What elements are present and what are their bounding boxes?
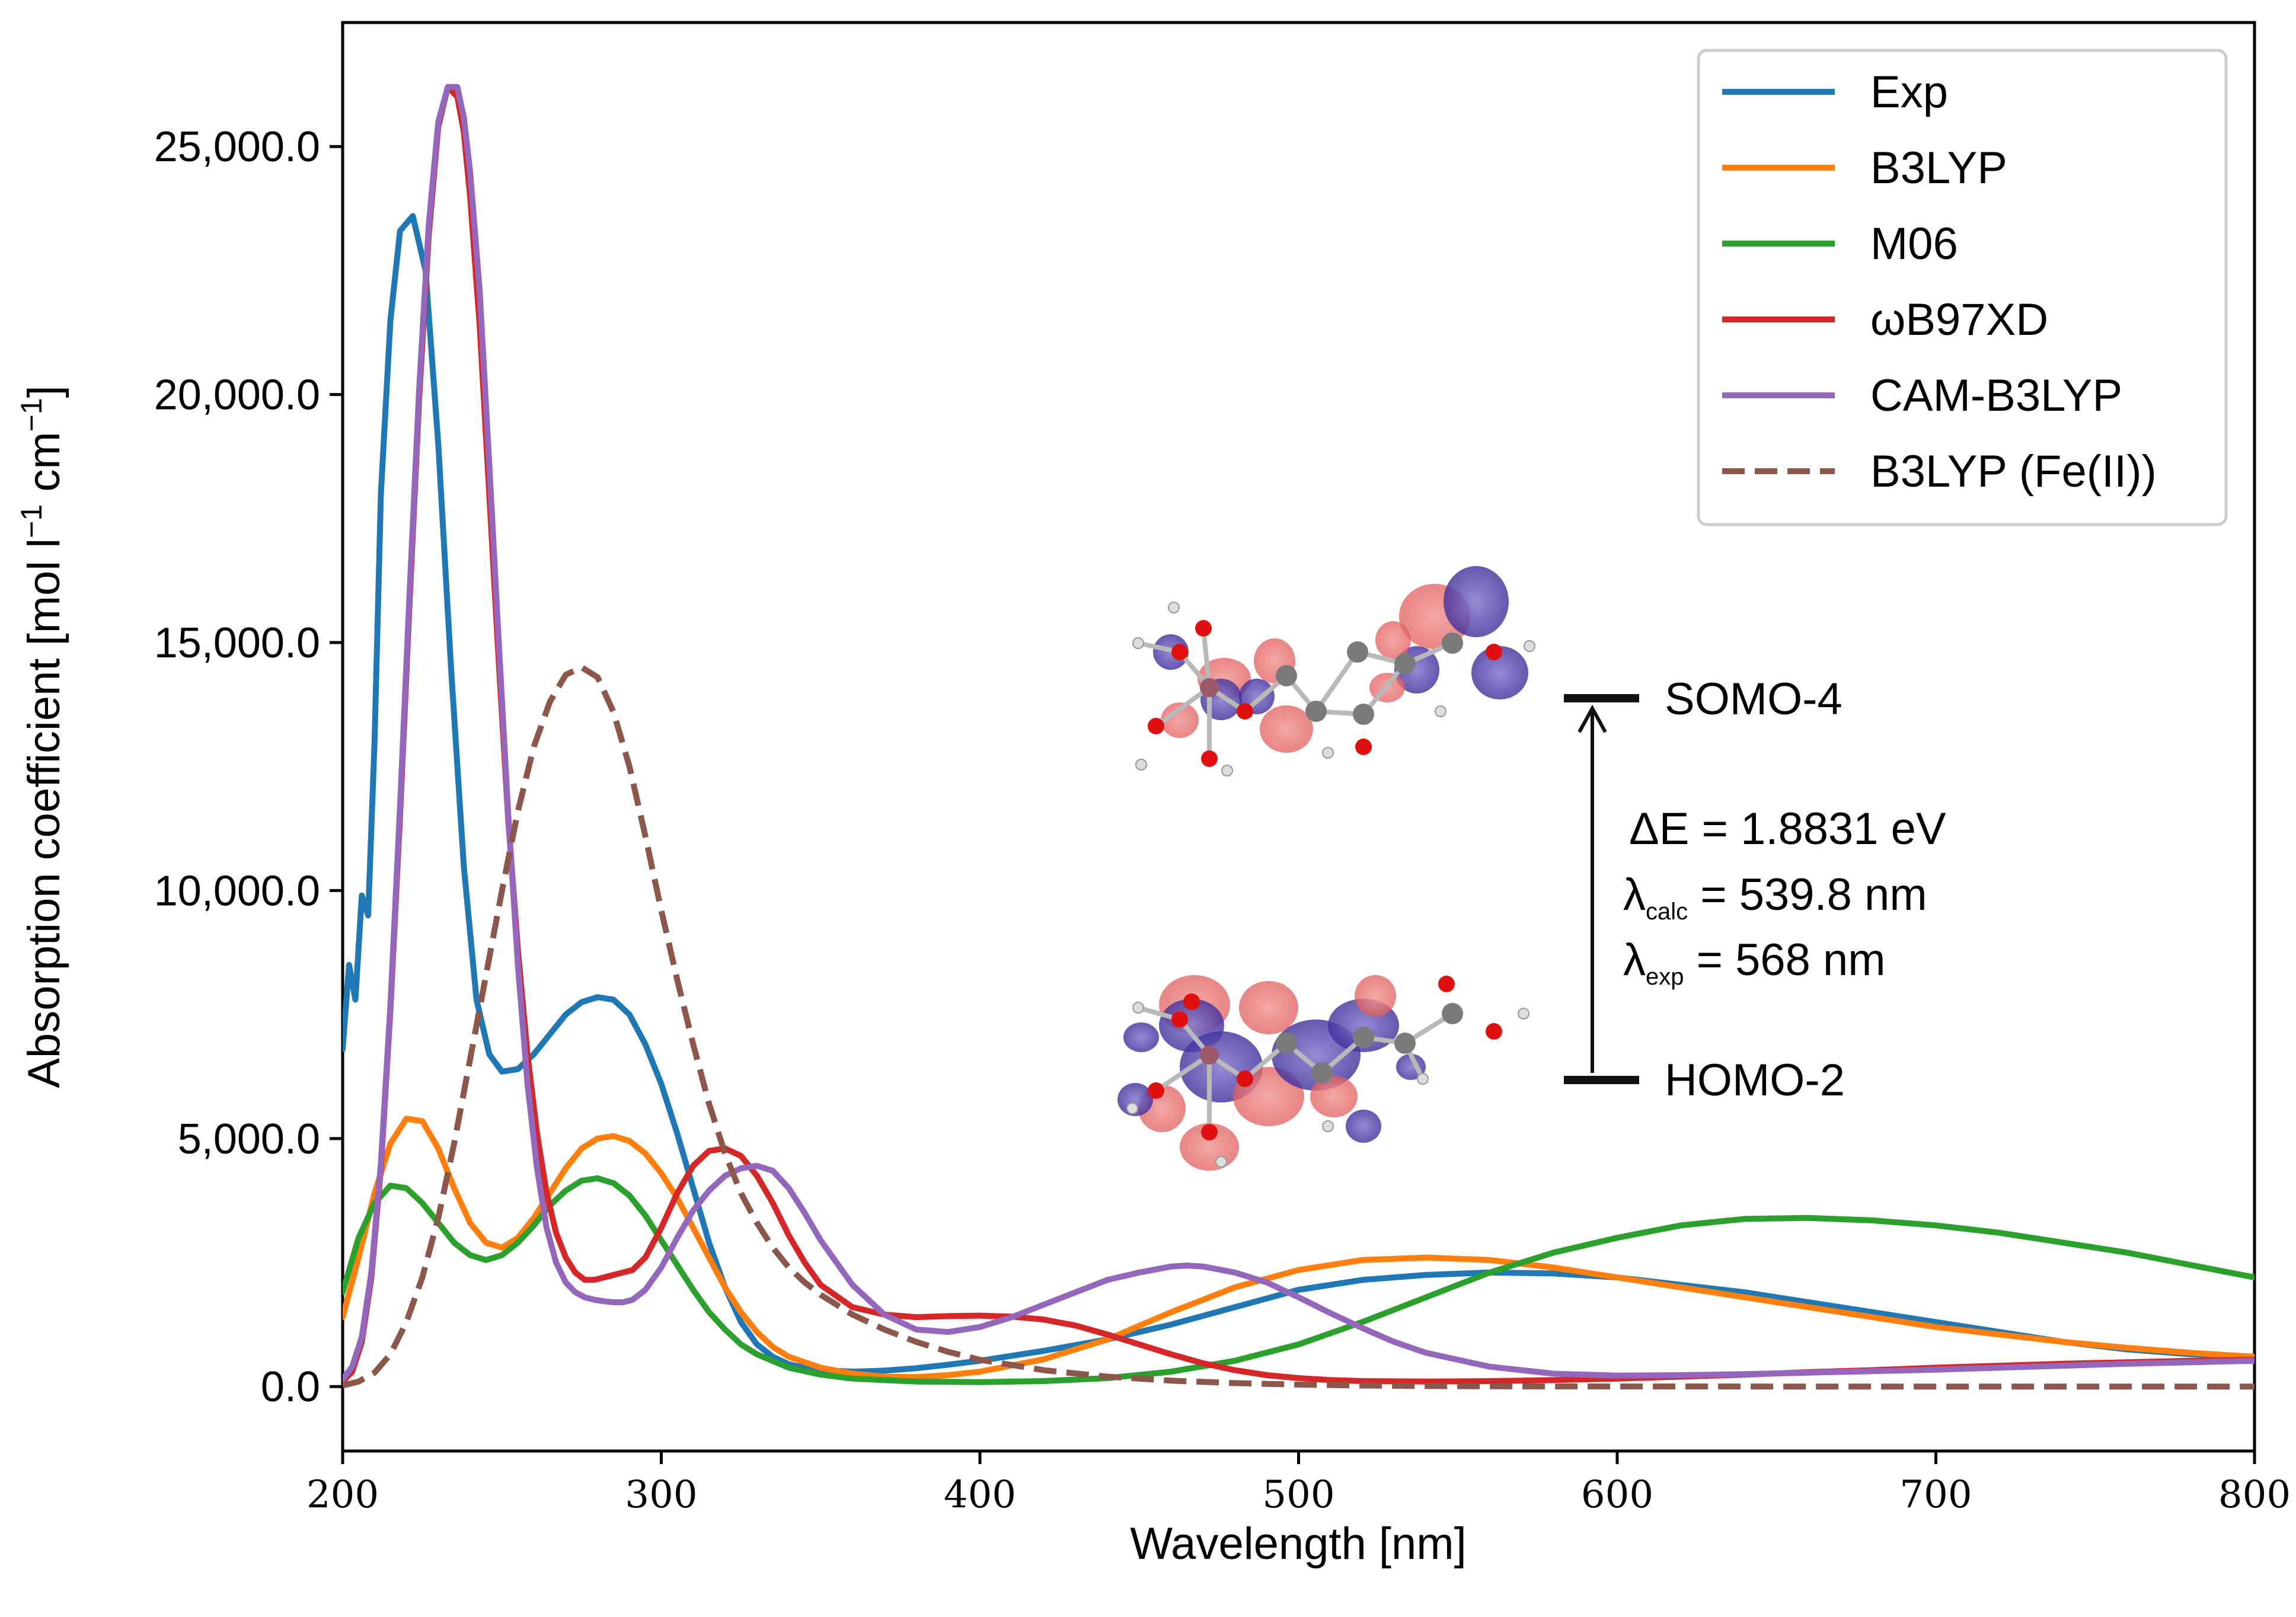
energy-level-diagram: SOMO-4 HOMO-2 ΔE = 1.8831 eV λcalc = 539… [1564, 674, 1946, 1105]
y-tick-label: 25,000.0 [154, 123, 320, 171]
x-tick-label: 300 [625, 1473, 697, 1517]
y-tick-label: 5,000.0 [178, 1116, 320, 1163]
x-tick-label: 800 [2218, 1473, 2291, 1517]
y-axis-label: Absorption coefficient [mol l−1 cm−1] [15, 385, 69, 1088]
series-line-m06 [343, 1175, 2255, 1385]
transition-arrow-head [1577, 704, 1607, 733]
y-tick-label: 0.0 [261, 1363, 320, 1411]
homo-2-label: HOMO-2 [1665, 1055, 1845, 1105]
delta-e-label: ΔE = 1.8831 eV [1629, 804, 1946, 854]
x-tick-label: 400 [944, 1473, 1016, 1517]
homo-2-orbital-image [1117, 975, 1529, 1171]
legend: Exp B3LYP M06 ωB97XD CAM-B3LYP B3LYP (Fe(II)) [1697, 49, 2228, 526]
x-tick-label: 700 [1899, 1473, 1972, 1517]
y-axis: 0.0 5,000.0 10,000.0 15,000.0 20,000.0 25,000… [154, 123, 343, 1411]
lambda-exp-label: λexp = 568 nm [1623, 935, 1886, 990]
legend-label-b3lyp-fe-ii: B3LYP (Fe(II)) [1870, 446, 2157, 497]
legend-label-b3lyp: B3LYP [1870, 143, 2007, 193]
legend-label-b97xd: ωB97XD [1870, 295, 2048, 345]
y-tick-label: 20,000.0 [154, 372, 320, 419]
x-tick-label: 600 [1581, 1473, 1653, 1517]
somo-4-orbital-image [1132, 566, 1535, 776]
y-tick-label: 10,000.0 [154, 867, 320, 915]
somo-4-label: SOMO-4 [1665, 674, 1842, 724]
x-axis: 200 300 400 500 600 700 800 [306, 1451, 2291, 1517]
legend-label-exp: Exp [1870, 67, 1948, 117]
y-tick-label: 15,000.0 [154, 619, 320, 667]
series-line-b3lyp [343, 1116, 2255, 1380]
series-line-b3lyp-fe-ii [343, 664, 2255, 1390]
series-lines [343, 84, 2255, 1390]
legend-label-cam-b3lyp: CAM-B3LYP [1870, 370, 2122, 421]
x-tick-label: 200 [306, 1473, 379, 1517]
x-axis-label: Wavelength [nm] [1130, 1519, 1466, 1569]
legend-label-m06: M06 [1870, 219, 1958, 269]
lambda-calc-label: λcalc = 539.8 nm [1623, 870, 1927, 925]
series-line-cam-b3lyp [343, 84, 2255, 1382]
x-tick-label: 500 [1262, 1473, 1334, 1517]
